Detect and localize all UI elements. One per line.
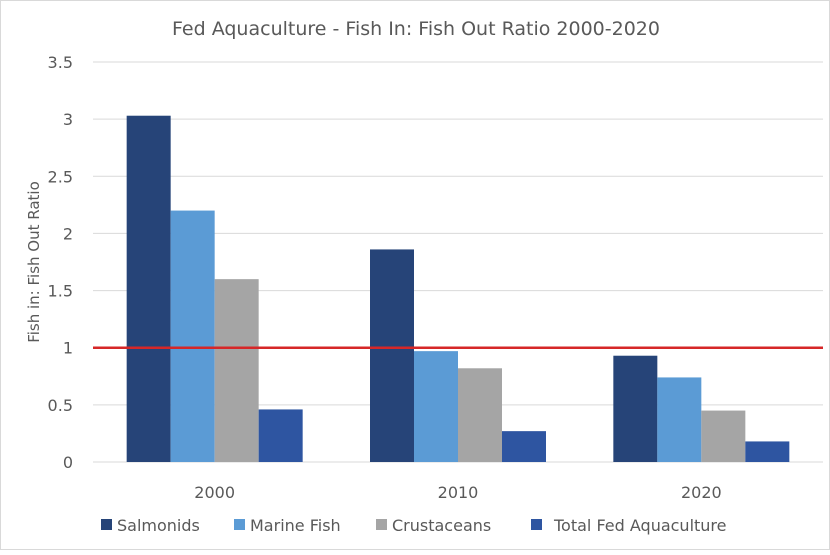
- bar-salmonids-2020: [613, 355, 658, 462]
- y-tick-label: 0.5: [48, 396, 73, 415]
- legend-swatch: [531, 519, 542, 530]
- legend-label: Total Fed Aquaculture: [553, 516, 727, 535]
- x-tick-label: 2020: [681, 483, 722, 502]
- y-tick-label: 2: [63, 224, 73, 243]
- y-tick-label: 2.5: [48, 167, 73, 186]
- y-tick-label: 1.5: [48, 282, 73, 301]
- y-tick-label: 3: [63, 110, 73, 129]
- bar-salmonids-2010: [370, 249, 414, 462]
- bar-total-fed-aquaculture-2020: [745, 441, 790, 462]
- legend-label: Crustaceans: [392, 516, 491, 535]
- bar-total-fed-aquaculture-2000: [258, 409, 303, 462]
- legend-label: Salmonids: [117, 516, 200, 535]
- y-tick-label: 0: [63, 453, 73, 472]
- legend-swatch: [376, 519, 387, 530]
- bar-marine-fish-2010: [414, 351, 458, 462]
- x-tick-label: 2000: [194, 483, 235, 502]
- y-axis-label: Fish in: Fish Out Ratio: [25, 181, 43, 343]
- legend-label: Marine Fish: [250, 516, 341, 535]
- legend-swatch: [101, 519, 112, 530]
- bar-crustaceans-2020: [701, 410, 746, 462]
- bar-marine-fish-2000: [170, 210, 215, 462]
- chart-title: Fed Aquaculture - Fish In: Fish Out Rati…: [172, 18, 660, 40]
- bar-salmonids-2000: [126, 115, 171, 462]
- legend-swatch: [234, 519, 245, 530]
- bar-marine-fish-2020: [657, 377, 702, 462]
- bar-crustaceans-2010: [458, 368, 502, 462]
- y-tick-label: 3.5: [48, 53, 73, 72]
- bar-crustaceans-2000: [214, 279, 259, 462]
- bar-total-fed-aquaculture-2010: [502, 431, 546, 462]
- x-tick-label: 2010: [438, 483, 479, 502]
- y-tick-label: 1: [63, 339, 73, 358]
